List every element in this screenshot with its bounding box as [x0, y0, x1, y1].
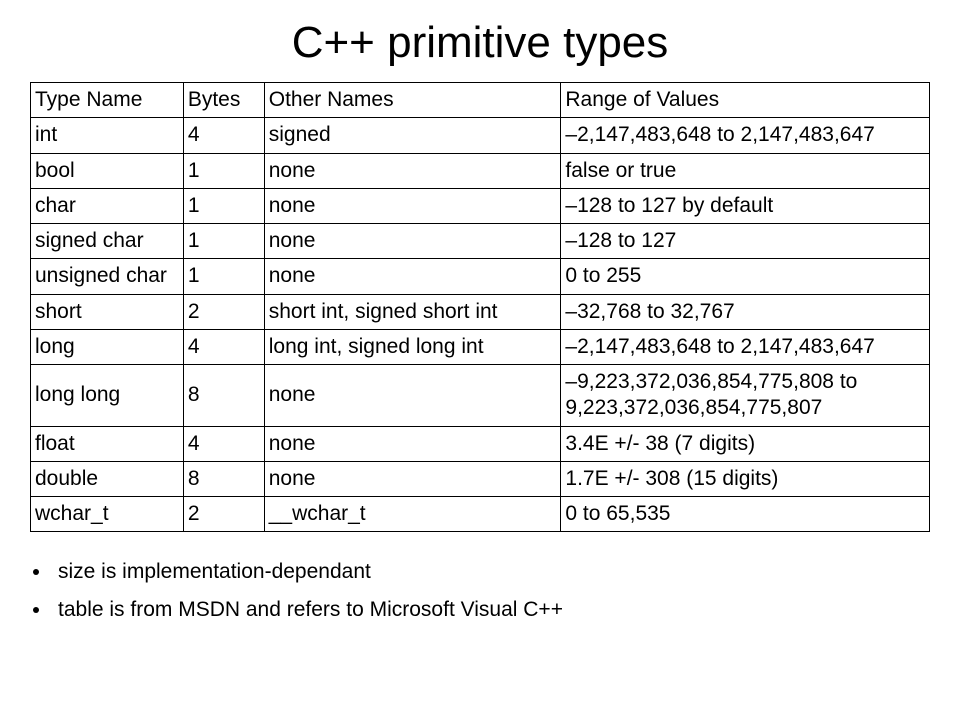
- header-range: Range of Values: [561, 83, 930, 118]
- cell-other: none: [264, 224, 561, 259]
- cell-range: 0 to 255: [561, 259, 930, 294]
- table-body: Type Name Bytes Other Names Range of Val…: [31, 83, 930, 532]
- table-row: bool1nonefalse or true: [31, 153, 930, 188]
- cell-type: long: [31, 329, 184, 364]
- cell-type: float: [31, 426, 184, 461]
- table-row: unsigned char1none0 to 255: [31, 259, 930, 294]
- header-type: Type Name: [31, 83, 184, 118]
- cell-bytes: 4: [183, 118, 264, 153]
- cell-bytes: 2: [183, 294, 264, 329]
- cell-range: –128 to 127 by default: [561, 188, 930, 223]
- cell-type: double: [31, 461, 184, 496]
- cell-type: unsigned char: [31, 259, 184, 294]
- header-bytes: Bytes: [183, 83, 264, 118]
- note-item: size is implementation-dependant: [52, 560, 930, 584]
- cell-type: char: [31, 188, 184, 223]
- cell-bytes: 4: [183, 329, 264, 364]
- table-header-row: Type Name Bytes Other Names Range of Val…: [31, 83, 930, 118]
- cell-type: int: [31, 118, 184, 153]
- cell-other: none: [264, 426, 561, 461]
- cell-bytes: 8: [183, 365, 264, 427]
- header-other: Other Names: [264, 83, 561, 118]
- cell-range: –32,768 to 32,767: [561, 294, 930, 329]
- cell-bytes: 8: [183, 461, 264, 496]
- cell-other: none: [264, 365, 561, 427]
- cell-other: long int, signed long int: [264, 329, 561, 364]
- cell-other: short int, signed short int: [264, 294, 561, 329]
- cell-range: –9,223,372,036,854,775,808 to 9,223,372,…: [561, 365, 930, 427]
- cell-other: none: [264, 188, 561, 223]
- cell-type: bool: [31, 153, 184, 188]
- table-row: signed char1none–128 to 127: [31, 224, 930, 259]
- types-table: Type Name Bytes Other Names Range of Val…: [30, 82, 930, 532]
- table-row: short2short int, signed short int–32,768…: [31, 294, 930, 329]
- cell-other: __wchar_t: [264, 497, 561, 532]
- cell-range: –128 to 127: [561, 224, 930, 259]
- cell-other: none: [264, 153, 561, 188]
- notes-list: size is implementation-dependant table i…: [52, 560, 930, 622]
- table-row: double8none1.7E +/- 308 (15 digits): [31, 461, 930, 496]
- cell-other: none: [264, 461, 561, 496]
- note-item: table is from MSDN and refers to Microso…: [52, 598, 930, 622]
- cell-range: 0 to 65,535: [561, 497, 930, 532]
- cell-bytes: 4: [183, 426, 264, 461]
- table-row: char1none–128 to 127 by default: [31, 188, 930, 223]
- cell-type: short: [31, 294, 184, 329]
- cell-bytes: 1: [183, 259, 264, 294]
- cell-type: wchar_t: [31, 497, 184, 532]
- table-row: int4signed–2,147,483,648 to 2,147,483,64…: [31, 118, 930, 153]
- cell-bytes: 1: [183, 224, 264, 259]
- cell-range: false or true: [561, 153, 930, 188]
- cell-range: –2,147,483,648 to 2,147,483,647: [561, 118, 930, 153]
- cell-range: 3.4E +/- 38 (7 digits): [561, 426, 930, 461]
- cell-range: –2,147,483,648 to 2,147,483,647: [561, 329, 930, 364]
- cell-type: signed char: [31, 224, 184, 259]
- slide-title: C++ primitive types: [30, 18, 930, 68]
- cell-other: none: [264, 259, 561, 294]
- cell-bytes: 2: [183, 497, 264, 532]
- table-row: long long8none–9,223,372,036,854,775,808…: [31, 365, 930, 427]
- table-row: float4none3.4E +/- 38 (7 digits): [31, 426, 930, 461]
- table-row: long4long int, signed long int–2,147,483…: [31, 329, 930, 364]
- table-row: wchar_t2__wchar_t0 to 65,535: [31, 497, 930, 532]
- cell-type: long long: [31, 365, 184, 427]
- cell-range: 1.7E +/- 308 (15 digits): [561, 461, 930, 496]
- cell-bytes: 1: [183, 188, 264, 223]
- cell-bytes: 1: [183, 153, 264, 188]
- cell-other: signed: [264, 118, 561, 153]
- slide: C++ primitive types Type Name Bytes Othe…: [0, 0, 960, 720]
